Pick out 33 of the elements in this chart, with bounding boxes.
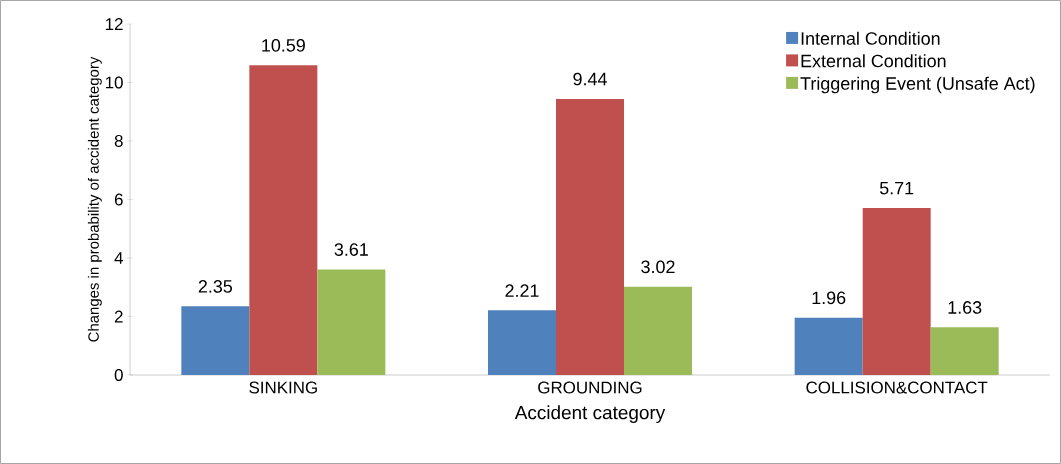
data-label: 1.63 (948, 301, 982, 314)
data-label: 9.44 (573, 72, 607, 86)
y-tick-label: 4 (114, 252, 123, 264)
legend-label: Triggering Event (Unsafe Act) (800, 76, 1035, 94)
bar (624, 286, 693, 375)
y-axis-title: Changes in probability of accident category (87, 56, 102, 342)
bar (794, 317, 863, 375)
bar (488, 310, 556, 375)
legend-label: Internal Condition (801, 31, 940, 45)
bar (181, 306, 250, 375)
legend-label: External Condition (801, 54, 946, 68)
bar (930, 327, 999, 375)
data-label: 1.96 (812, 291, 846, 305)
y-tick-label: 0 (114, 369, 123, 381)
y-tick-label: 2 (114, 310, 123, 323)
y-tick-label: 12 (105, 18, 123, 30)
data-label: 2.21 (505, 284, 539, 297)
y-tick-label: 8 (114, 135, 123, 147)
x-axis-title: Accident category (514, 405, 666, 423)
data-label: 10.59 (262, 39, 305, 52)
data-label: 3.02 (641, 260, 675, 274)
bar (317, 269, 386, 375)
y-tick-label: 6 (114, 193, 123, 206)
data-label: 3.61 (334, 243, 368, 256)
bar (249, 65, 318, 375)
bar (556, 98, 624, 375)
y-tick-label: 10 (105, 76, 123, 89)
data-label: 5.71 (879, 181, 914, 195)
x-tick-label: COLLISION&CONTACT (806, 381, 988, 394)
bar (862, 207, 931, 375)
data-label: 2.35 (198, 280, 233, 293)
x-tick-label: SINKING (249, 381, 317, 394)
x-tick-label: GROUNDING (538, 381, 642, 394)
